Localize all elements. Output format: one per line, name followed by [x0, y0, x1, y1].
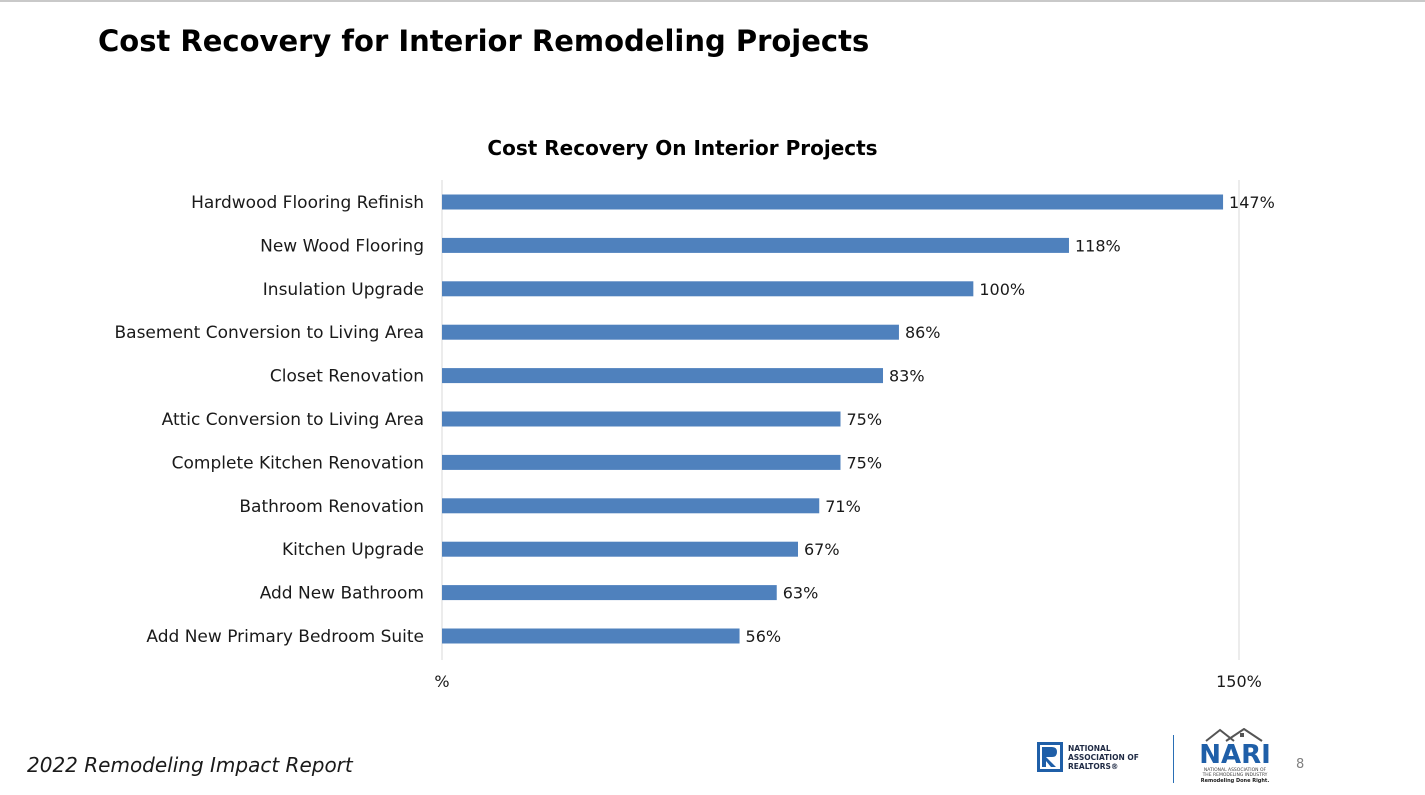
nar-line-2: ASSOCIATION OF	[1068, 752, 1139, 762]
bar	[442, 498, 820, 514]
bar	[442, 628, 740, 644]
category-label: Hardwood Flooring Refinish	[191, 193, 424, 213]
page-number: 8	[1296, 757, 1305, 772]
footer-report-title: 2022 Remodeling Impact Report	[27, 753, 353, 777]
data-label: 118%	[1075, 236, 1121, 255]
nari-sub-2: THE REMODELING INDUSTRY	[1202, 773, 1268, 778]
nar-line-1: NATIONAL	[1068, 743, 1111, 753]
bar	[442, 541, 798, 557]
data-label: 67%	[804, 540, 840, 559]
data-label: 56%	[746, 627, 782, 646]
category-label: Bathroom Renovation	[239, 497, 424, 517]
data-label: 100%	[979, 280, 1025, 299]
data-label: 71%	[825, 497, 861, 516]
bar	[442, 194, 1224, 210]
data-label: 86%	[905, 323, 941, 342]
x-tick-label: %	[434, 672, 449, 691]
category-label: New Wood Flooring	[260, 236, 424, 256]
category-label: Insulation Upgrade	[263, 280, 424, 300]
data-label: 83%	[889, 367, 925, 386]
category-label: Attic Conversion to Living Area	[162, 410, 424, 430]
chart-title: Cost Recovery On Interior Projects	[487, 136, 878, 160]
slide-title: Cost Recovery for Interior Remodeling Pr…	[98, 24, 870, 58]
category-label: Add New Bathroom	[260, 584, 424, 604]
bar	[442, 411, 841, 427]
bar	[442, 368, 884, 384]
data-label: 147%	[1229, 193, 1275, 212]
nar-logo: NATIONAL ASSOCIATION OF REALTORS®	[1037, 742, 1158, 772]
nari-wordmark: NARI	[1199, 740, 1271, 770]
realtor-r-icon	[1037, 742, 1063, 772]
category-label: Complete Kitchen Renovation	[172, 453, 424, 473]
nari-logo: NARI NATIONAL ASSOCIATION OF THE REMODEL…	[1196, 727, 1274, 785]
top-rule	[0, 0, 1425, 2]
bar	[442, 237, 1069, 253]
nari-tagline: Remodeling Done Right.	[1200, 778, 1270, 784]
nar-line-3: REALTORS®	[1068, 761, 1119, 771]
logo-divider	[1173, 735, 1174, 783]
house-roof-icon	[1205, 727, 1263, 742]
data-label: 75%	[847, 410, 883, 429]
nari-sub-1: NATIONAL ASSOCIATION OF	[1203, 768, 1267, 773]
bar	[442, 454, 841, 470]
bar	[442, 324, 899, 340]
data-label: 75%	[847, 453, 883, 472]
bar	[442, 281, 974, 297]
bar	[442, 585, 777, 601]
category-label: Add New Primary Bedroom Suite	[146, 627, 424, 647]
category-label: Kitchen Upgrade	[282, 540, 424, 560]
category-label: Closet Renovation	[270, 367, 424, 387]
category-label: Basement Conversion to Living Area	[114, 323, 424, 343]
data-label: 63%	[783, 584, 819, 603]
x-tick-label: 150%	[1216, 672, 1262, 691]
